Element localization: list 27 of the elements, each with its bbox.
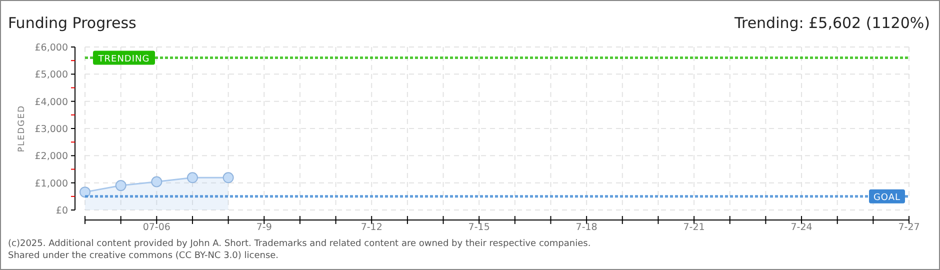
text: Shared under the creative commons (CC BY-NC 3.0) license. bbox=[8, 251, 279, 261]
y-tick-label: £2,000 bbox=[34, 151, 68, 162]
x-tick-label: 07-06 bbox=[142, 222, 170, 233]
y-tick-label: £4,000 bbox=[34, 96, 68, 108]
y-tick-label: £0 bbox=[56, 206, 68, 216]
x-tick-label: 7-21 bbox=[683, 222, 705, 233]
ref-line-label: GOAL bbox=[873, 192, 901, 203]
point bbox=[222, 172, 234, 184]
ref-line-label: TRENDING bbox=[97, 54, 150, 64]
text: (c)2025. Additional content provided by John A. Short. Trademarks and related content are owned by their respective companies. bbox=[8, 239, 591, 249]
y-axis-title: PLEDGED bbox=[17, 104, 27, 152]
y-tick-label: £6,000 bbox=[34, 42, 68, 54]
chart-title: Funding Progress bbox=[8, 14, 137, 32]
x-tick-label: 7-18 bbox=[576, 222, 598, 233]
x-tick-label: 7-12 bbox=[360, 222, 382, 233]
point bbox=[151, 176, 162, 188]
point bbox=[115, 180, 126, 192]
x-tick-label: 7-27 bbox=[898, 222, 920, 233]
x-tick-label: 7-15 bbox=[468, 222, 490, 233]
x-tick-label: 7-9 bbox=[256, 222, 272, 233]
y-tick-label: £1,000 bbox=[34, 178, 68, 190]
x-tick-label: 7-24 bbox=[790, 222, 812, 233]
point bbox=[186, 172, 198, 184]
chart-subtitle: Trending: £5,602 (1120%) bbox=[734, 14, 930, 32]
y-tick-label: £5,000 bbox=[34, 70, 68, 81]
y-tick-label: £3,000 bbox=[34, 124, 68, 135]
point bbox=[80, 186, 90, 198]
